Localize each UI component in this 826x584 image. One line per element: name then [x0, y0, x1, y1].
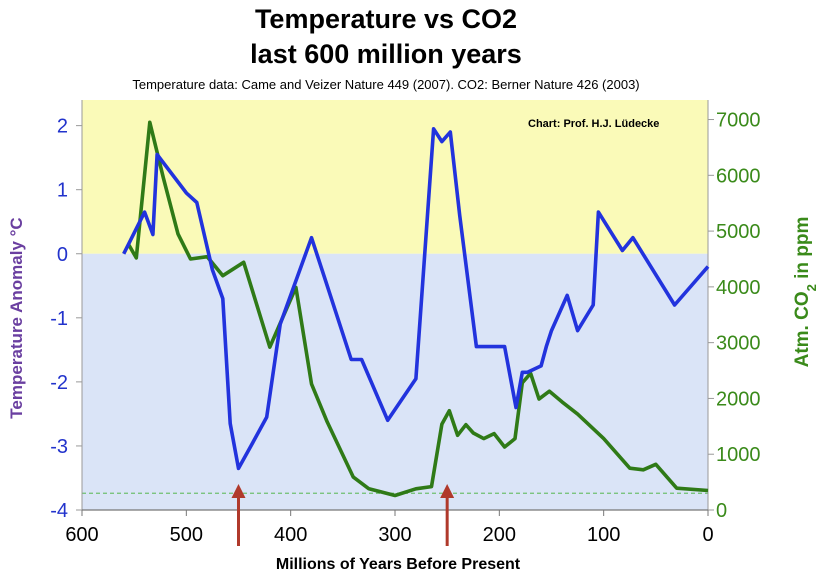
- x-tick-label: 300: [378, 524, 411, 546]
- arrow-head: [231, 484, 246, 498]
- y-left-axis-label: Temperature Anomaly °C: [7, 217, 26, 418]
- y-left-tick-label: 0: [57, 244, 68, 266]
- y-right-tick-label: 1000: [716, 444, 761, 466]
- chart-title-line-1: Temperature vs CO2: [254, 4, 518, 34]
- y-right-tick-label: 6000: [716, 165, 761, 187]
- y-right-tick-label: 7000: [716, 110, 761, 132]
- y-left-tick-label: -2: [50, 372, 68, 394]
- warm-band: [82, 100, 708, 254]
- temperature-series-line: [122, 127, 710, 471]
- y-left-tick-label: -3: [50, 436, 68, 458]
- x-tick-label: 600: [65, 524, 98, 546]
- y-right-tick-label: 4000: [716, 277, 761, 299]
- chart-title-line-2: last 600 million years: [250, 39, 522, 69]
- y-right-tick-label: 3000: [716, 333, 761, 355]
- y-right-axis-label: Atm. CO2 in ppm: [792, 217, 819, 368]
- x-tick-label: 400: [274, 524, 307, 546]
- x-tick-label: 0: [702, 524, 713, 546]
- y-left-tick-label: -1: [50, 308, 68, 330]
- chart-subtitle: Temperature data: Came and Veizer Nature…: [132, 77, 640, 92]
- x-tick-label: 200: [483, 524, 516, 546]
- chart-credit: Chart: Prof. H.J. Lüdecke: [528, 118, 660, 130]
- cool-band: [82, 253, 708, 510]
- y-left-tick-label: 2: [57, 116, 68, 138]
- y-right-tick-label: 0: [716, 500, 727, 522]
- y-right-tick-label: 5000: [716, 221, 761, 243]
- y-left-tick-label: 1: [57, 180, 68, 202]
- y-left-tick-label: -4: [50, 500, 68, 522]
- arrow-head: [440, 484, 455, 498]
- x-axis-label: Millions of Years Before Present: [275, 556, 521, 573]
- y-right-tick-label: 2000: [716, 388, 761, 410]
- x-tick-label: 500: [170, 524, 203, 546]
- x-tick-label: 100: [587, 524, 620, 546]
